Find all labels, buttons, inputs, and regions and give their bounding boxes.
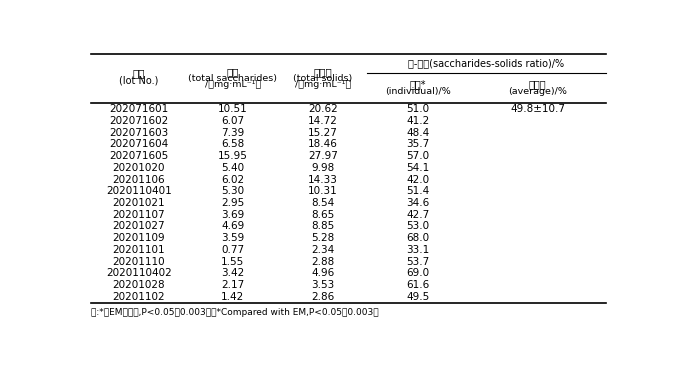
Text: /（mg·mL⁻¹）: /（mg·mL⁻¹） — [294, 80, 351, 90]
Text: 9.98: 9.98 — [311, 163, 335, 173]
Text: 49.5: 49.5 — [407, 292, 430, 302]
Text: 20201110: 20201110 — [113, 257, 165, 266]
Text: 8.54: 8.54 — [311, 198, 335, 208]
Text: 202071605: 202071605 — [109, 151, 169, 161]
Text: 10.31: 10.31 — [308, 186, 338, 196]
Text: (total saccharides): (total saccharides) — [188, 74, 277, 83]
Text: 5.28: 5.28 — [311, 233, 335, 243]
Text: 15.27: 15.27 — [308, 128, 338, 138]
Text: 54.1: 54.1 — [407, 163, 430, 173]
Text: 3.69: 3.69 — [221, 210, 244, 220]
Text: 3.42: 3.42 — [221, 268, 244, 278]
Text: 49.8±10.7: 49.8±10.7 — [510, 104, 565, 114]
Text: 15.95: 15.95 — [218, 151, 248, 161]
Text: 20201020: 20201020 — [113, 163, 165, 173]
Text: 48.4: 48.4 — [407, 128, 430, 138]
Text: 42.0: 42.0 — [407, 175, 430, 185]
Text: 糖-固比(saccharides-solids ratio)/%: 糖-固比(saccharides-solids ratio)/% — [408, 58, 564, 68]
Text: 2.95: 2.95 — [221, 198, 244, 208]
Text: 202071604: 202071604 — [109, 139, 169, 149]
Text: 2.88: 2.88 — [311, 257, 335, 266]
Text: 各値*: 各値* — [409, 80, 426, 90]
Text: 批号: 批号 — [133, 69, 145, 79]
Text: 总固体: 总固体 — [313, 68, 332, 77]
Text: 41.2: 41.2 — [407, 116, 430, 126]
Text: 注:*与EM组相比,P<0.05（0.003）。*Compared with EM,P<0.05（0.003）: 注:*与EM组相比,P<0.05（0.003）。*Compared with E… — [91, 308, 379, 317]
Text: (individual)/%: (individual)/% — [385, 87, 451, 96]
Text: 20201102: 20201102 — [113, 292, 165, 302]
Text: 6.07: 6.07 — [221, 116, 244, 126]
Text: 3.53: 3.53 — [311, 280, 335, 290]
Text: 202071602: 202071602 — [109, 116, 169, 126]
Text: 2.34: 2.34 — [311, 245, 335, 255]
Text: 20.62: 20.62 — [308, 104, 338, 114]
Text: 5.40: 5.40 — [221, 163, 244, 173]
Text: 10.51: 10.51 — [218, 104, 248, 114]
Text: 3.59: 3.59 — [221, 233, 244, 243]
Text: 20201109: 20201109 — [113, 233, 165, 243]
Text: /（mg·mL⁻¹）: /（mg·mL⁻¹） — [205, 80, 261, 90]
Text: 202071603: 202071603 — [109, 128, 169, 138]
Text: 53.0: 53.0 — [407, 221, 430, 232]
Text: 20201021: 20201021 — [113, 198, 165, 208]
Text: (lot No.): (lot No.) — [119, 75, 158, 85]
Text: 8.65: 8.65 — [311, 210, 335, 220]
Text: 34.6: 34.6 — [407, 198, 430, 208]
Text: 27.97: 27.97 — [308, 151, 338, 161]
Text: 2.86: 2.86 — [311, 292, 335, 302]
Text: 7.39: 7.39 — [221, 128, 244, 138]
Text: 0.77: 0.77 — [221, 245, 244, 255]
Text: 51.0: 51.0 — [407, 104, 430, 114]
Text: 61.6: 61.6 — [407, 280, 430, 290]
Text: 35.7: 35.7 — [407, 139, 430, 149]
Text: (total solids): (total solids) — [293, 74, 352, 83]
Text: 20201101: 20201101 — [113, 245, 165, 255]
Text: 1.42: 1.42 — [221, 292, 244, 302]
Text: 8.85: 8.85 — [311, 221, 335, 232]
Text: 57.0: 57.0 — [407, 151, 430, 161]
Text: 42.7: 42.7 — [407, 210, 430, 220]
Text: 53.7: 53.7 — [407, 257, 430, 266]
Text: 1.55: 1.55 — [221, 257, 244, 266]
Text: (average)/%: (average)/% — [508, 87, 567, 96]
Text: 18.46: 18.46 — [308, 139, 338, 149]
Text: 2.17: 2.17 — [221, 280, 244, 290]
Text: 14.72: 14.72 — [308, 116, 338, 126]
Text: 5.30: 5.30 — [221, 186, 244, 196]
Text: 4.96: 4.96 — [311, 268, 335, 278]
Text: 2020110401: 2020110401 — [106, 186, 172, 196]
Text: 20201027: 20201027 — [113, 221, 165, 232]
Text: 14.33: 14.33 — [308, 175, 338, 185]
Text: 69.0: 69.0 — [407, 268, 430, 278]
Text: 6.58: 6.58 — [221, 139, 244, 149]
Text: 20201028: 20201028 — [113, 280, 165, 290]
Text: 68.0: 68.0 — [407, 233, 430, 243]
Text: 20201106: 20201106 — [113, 175, 165, 185]
Text: 6.02: 6.02 — [221, 175, 244, 185]
Text: 总糖: 总糖 — [226, 68, 239, 77]
Text: 平均値: 平均値 — [529, 80, 546, 90]
Text: 20201107: 20201107 — [113, 210, 165, 220]
Text: 4.69: 4.69 — [221, 221, 244, 232]
Text: 2020110402: 2020110402 — [106, 268, 172, 278]
Text: 202071601: 202071601 — [109, 104, 169, 114]
Text: 51.4: 51.4 — [407, 186, 430, 196]
Text: 33.1: 33.1 — [407, 245, 430, 255]
